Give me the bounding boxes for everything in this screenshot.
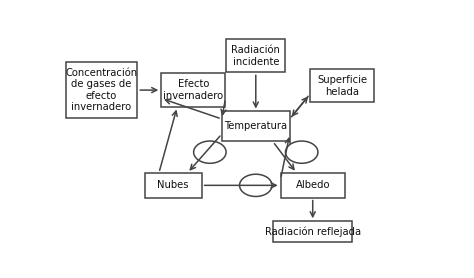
FancyBboxPatch shape [273, 221, 352, 242]
FancyBboxPatch shape [310, 69, 374, 102]
FancyBboxPatch shape [161, 73, 226, 107]
FancyBboxPatch shape [227, 39, 285, 73]
Text: Efecto
invernadero: Efecto invernadero [163, 79, 223, 101]
Text: Radiación reflejada: Radiación reflejada [264, 226, 361, 237]
Text: Superficie
helada: Superficie helada [317, 75, 367, 96]
FancyBboxPatch shape [145, 173, 201, 198]
Text: Radiación
incidente: Radiación incidente [231, 45, 280, 67]
FancyBboxPatch shape [222, 111, 290, 142]
Text: Nubes: Nubes [157, 180, 189, 190]
Text: Albedo: Albedo [295, 180, 330, 190]
Text: Temperatura: Temperatura [224, 121, 287, 131]
FancyBboxPatch shape [66, 62, 137, 118]
Text: Concentración
de gases de
efecto
invernadero: Concentración de gases de efecto inverna… [65, 68, 137, 113]
FancyBboxPatch shape [281, 173, 345, 198]
